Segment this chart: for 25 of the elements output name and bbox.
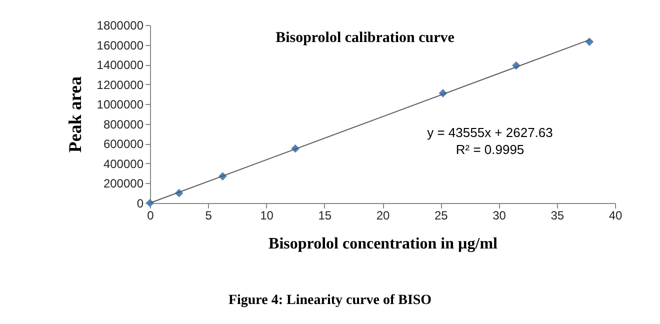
x-tick-label: 40 [608, 208, 622, 222]
y-tick-label: 1600000 [96, 38, 144, 52]
y-axis-title: Peak area [64, 76, 85, 153]
x-tick-label: 30 [492, 208, 506, 222]
annotation: R² = 0.9995 [456, 142, 524, 157]
y-tick-label: 1400000 [96, 58, 144, 72]
y-tick-label: 600000 [103, 137, 144, 152]
y-tick-label: 0 [136, 196, 144, 210]
annotation: y = 43555x + 2627.63 [427, 125, 553, 140]
x-tick-label: 25 [434, 208, 448, 222]
caption: Figure 4: Linearity curve of BISO [228, 293, 432, 308]
x-tick-label: 20 [376, 208, 390, 222]
x-axis-title: Bisoprolol concentration in µg/ml [268, 236, 498, 252]
x-tick-label: 5 [205, 208, 212, 222]
y-tick-label: 200000 [103, 176, 144, 191]
x-tick-label: 0 [147, 208, 154, 222]
x-tick-label: 35 [550, 208, 564, 222]
y-tick-label: 800000 [103, 117, 144, 132]
chart-title: Bisoprolol calibration curve [276, 30, 455, 46]
y-tick-label: 1200000 [96, 78, 144, 92]
y-tick-label: 1800000 [96, 18, 144, 32]
y-tick-label: 400000 [103, 156, 144, 171]
x-tick-label: 10 [260, 208, 274, 222]
x-tick-label: 15 [318, 208, 332, 222]
y-tick-label: 1000000 [96, 98, 144, 112]
